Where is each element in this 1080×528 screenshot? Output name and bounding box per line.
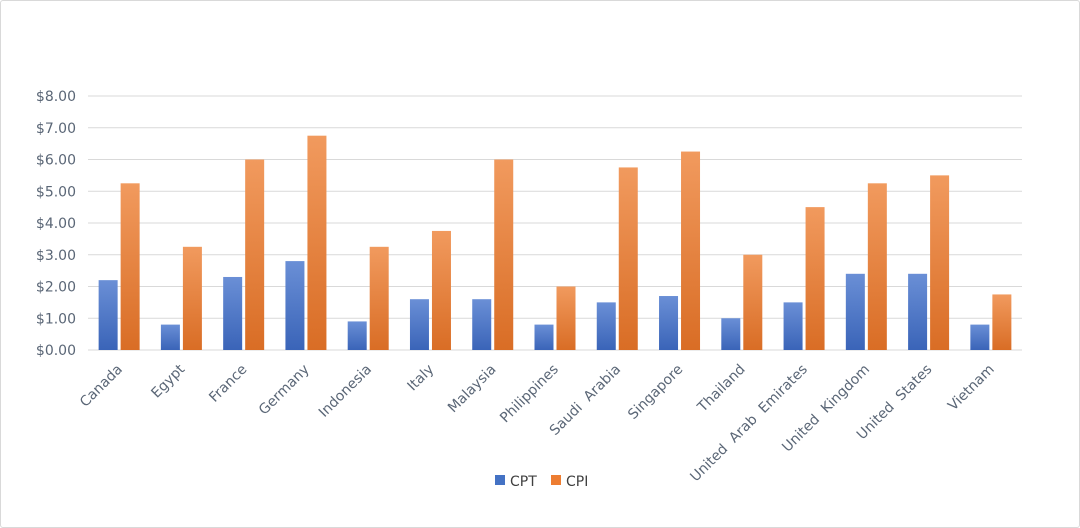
bar-cpi [120,183,140,350]
bar-cpi [681,151,701,350]
bar-cpi [867,183,887,350]
x-tick-label: Malaysia [445,362,500,417]
gridlines [88,95,1022,351]
bar-cpt [783,302,803,350]
bar-cpi [431,230,451,350]
legend: CPT CPI [495,474,588,490]
bar-cpi [307,135,327,350]
y-tick-label: $7.00 [36,121,76,137]
bar-cpi [618,167,638,350]
bar-cpt [659,296,679,350]
bar-cpt [908,273,928,350]
x-tick-label: France [206,362,250,406]
bar-cpi [743,254,763,350]
x-tick-label: Canada [77,362,126,411]
bar-cpi [805,207,825,350]
legend-label-cpi: CPI [566,474,588,490]
x-axis-ticks: Canada Egypt France Germany Indonesia Italy Ma… [77,361,998,485]
y-tick-label: $1.00 [36,311,76,327]
bar-cpt [347,321,367,350]
bar-cpt [223,276,243,350]
bar-cpt [534,324,554,350]
x-tick-label: United Arab Emirates [687,362,811,486]
legend-swatch-cpt [495,475,505,485]
x-tick-label: Singapore [625,362,686,423]
bar-cpt [160,324,180,350]
y-tick-label: $3.00 [36,248,76,264]
x-tick-label: Indonesia [316,362,375,421]
bar-cpi [494,159,514,350]
x-tick-label: Vietnam [945,362,998,415]
bar-cpt [970,324,990,350]
y-tick-label: $2.00 [36,280,76,296]
bar-cpi [245,159,265,350]
bar-cpi [930,175,950,350]
bar-cpt [596,302,616,350]
y-axis-ticks: $0.00 $1.00 $2.00 $3.00 $4.00 $5.00 $6.00 $7.00… [36,89,76,359]
y-tick-label: $8.00 [36,89,76,105]
bar-cpt [721,318,741,350]
y-tick-label: $4.00 [36,216,76,232]
x-tick-label: Germany [256,362,313,419]
x-tick-label: Egypt [148,361,188,401]
bar-cpt [845,273,865,350]
bar-cpi [369,246,389,350]
bar-cpi [992,294,1012,350]
bar-cpt [285,261,305,350]
x-tick-label: Thailand [694,362,749,417]
bars [98,135,1012,350]
bar-cpi [556,286,576,350]
x-tick-label: Philippines [497,362,562,427]
y-tick-label: $5.00 [36,184,76,200]
legend-label-cpt: CPT [510,474,537,490]
legend-swatch-cpi [551,475,561,485]
bar-cpi [182,246,202,350]
bar-cpt [472,299,492,350]
y-tick-label: $6.00 [36,153,76,169]
y-tick-label: $0.00 [36,343,76,359]
bar-cpt [409,299,429,350]
x-tick-label: Italy [405,362,438,395]
bar-cpt [98,280,118,350]
